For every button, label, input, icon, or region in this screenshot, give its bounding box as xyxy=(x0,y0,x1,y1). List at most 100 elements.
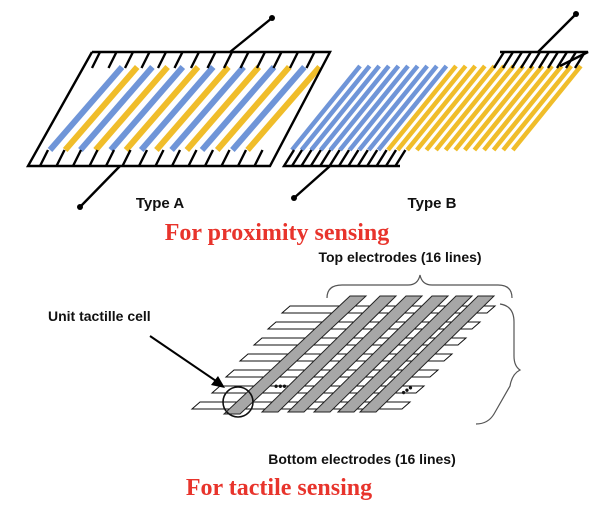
type-a-top-tooth xyxy=(189,51,201,69)
type-a-top-tooth xyxy=(140,51,151,69)
type-a-bottom-tooth xyxy=(170,149,182,167)
type-a-frame xyxy=(25,50,332,168)
type-b-bottom-tooth xyxy=(337,149,351,167)
type-a-stripe xyxy=(93,65,170,152)
type-a-bottom-tooth xyxy=(203,149,215,167)
top-electrodes-brace xyxy=(326,274,513,299)
type-b-top-tooth xyxy=(501,51,515,69)
type-b-stripe xyxy=(434,64,506,152)
type-a-stripe xyxy=(78,65,155,152)
type-a-lead-bottom xyxy=(79,165,121,208)
ellipsis-left: ••• xyxy=(274,379,287,393)
type-a-outline xyxy=(25,50,332,168)
type-a-bottom-tooth xyxy=(253,149,264,167)
type-a-bottom-tooth xyxy=(71,149,83,167)
type-b-stripe xyxy=(319,64,391,152)
type-a-stripe xyxy=(62,65,140,152)
type-a-terminal-bottom xyxy=(77,204,83,210)
type-a-top-tooth xyxy=(90,51,102,69)
type-b-stripe xyxy=(424,64,497,152)
type-a-lead-top xyxy=(229,17,273,53)
type-b-stripe xyxy=(376,64,449,152)
type-b-stripes xyxy=(290,64,583,152)
type-b-stripe xyxy=(357,64,429,152)
type-a-stripe xyxy=(154,65,231,152)
type-b-top-tooth xyxy=(573,51,587,69)
type-b-top-tooth xyxy=(546,51,560,69)
type-b-stripe xyxy=(482,64,554,152)
type-b-bottom-tooth xyxy=(309,149,322,167)
type-a-bottom-tooth xyxy=(187,149,198,167)
type-b-stripe xyxy=(290,64,362,152)
top-electrode-strip xyxy=(358,295,496,413)
type-b-terminal-bottom xyxy=(291,195,297,201)
type-a-top-tooth xyxy=(239,51,250,69)
type-a-stripe xyxy=(47,65,125,152)
type-b-top-tooth xyxy=(519,51,533,69)
type-b-stripe xyxy=(443,64,516,152)
type-b-stripe xyxy=(299,64,372,152)
type-a-top-tooth xyxy=(305,51,316,69)
type-a-bottom-tooth xyxy=(88,149,99,167)
type-a-electrode xyxy=(25,15,332,210)
bottom-electrodes-label: Bottom electrodes (16 lines) xyxy=(268,451,456,467)
top-electrode-strip xyxy=(222,295,368,415)
type-b-electrode xyxy=(281,11,589,201)
type-b-stripe xyxy=(472,64,545,152)
type-a-label: Type A xyxy=(136,195,185,212)
top-electrodes-label: Top electrodes (16 lines) xyxy=(318,249,481,265)
type-a-bottom-tooth xyxy=(121,149,132,167)
unit-cell-arrow xyxy=(149,335,225,388)
type-b-frame xyxy=(281,50,589,168)
type-a-stripes xyxy=(47,65,322,152)
type-b-top-tooth xyxy=(492,51,506,69)
type-b-stripe xyxy=(453,64,525,152)
type-a-bottom-tooth xyxy=(236,149,248,167)
type-a-bottom-tooth xyxy=(104,149,116,167)
type-b-top-tooth xyxy=(537,51,551,69)
type-b-stripe xyxy=(328,64,401,152)
type-a-stripe xyxy=(184,65,262,152)
type-b-stripe xyxy=(511,64,583,152)
type-b-stripe xyxy=(395,64,468,152)
type-a-bottom-tooth xyxy=(55,149,66,167)
tactile-sensing-caption: For tactile sensing xyxy=(186,475,372,501)
type-b-bottom-tooth xyxy=(290,149,304,167)
type-a-stripe xyxy=(138,65,216,152)
unit-tactile-cell-label: Unit tactille cell xyxy=(48,308,151,324)
type-b-bottom-tooth xyxy=(328,149,341,167)
type-a-top-tooth xyxy=(173,51,184,69)
type-a-stripe xyxy=(230,65,307,152)
type-a-top-tooth xyxy=(255,51,267,69)
type-b-stripe xyxy=(347,64,420,152)
top-electrode-strip xyxy=(312,295,450,413)
type-a-top-tooth xyxy=(222,51,234,69)
type-b-stripe xyxy=(338,64,410,152)
type-a-top-tooth xyxy=(288,51,300,69)
type-a-stripe xyxy=(169,65,246,152)
type-a-stripe xyxy=(214,65,292,152)
type-b-bottom-tooth xyxy=(319,149,332,167)
tactile-sensor-grid: ••• ••• xyxy=(190,295,497,418)
type-a-top-tooth xyxy=(123,51,135,69)
type-b-stripe xyxy=(463,64,535,152)
type-b-bottom-tooth xyxy=(300,149,313,167)
type-a-bottom-tooth xyxy=(137,149,149,167)
type-b-stripe xyxy=(501,64,573,152)
top-electrode-strip xyxy=(336,295,474,413)
type-b-top-tooth xyxy=(555,51,569,69)
type-b-bottom-tooth xyxy=(375,149,388,167)
type-a-bottom-tooth xyxy=(38,149,50,167)
type-a-stripe xyxy=(199,65,277,152)
type-a-top-tooth xyxy=(272,51,283,69)
type-b-bottom-tooth xyxy=(394,149,407,167)
type-b-top-tooth xyxy=(528,51,542,69)
top-electrode-strip xyxy=(286,295,424,413)
type-b-stripe xyxy=(386,64,458,152)
type-b-bottom-tooth xyxy=(366,149,379,167)
type-b-bottom-tooth xyxy=(384,149,398,167)
type-a-top-tooth xyxy=(156,51,168,69)
type-a-bottom-tooth xyxy=(154,149,165,167)
type-a-top-tooth xyxy=(107,51,118,69)
